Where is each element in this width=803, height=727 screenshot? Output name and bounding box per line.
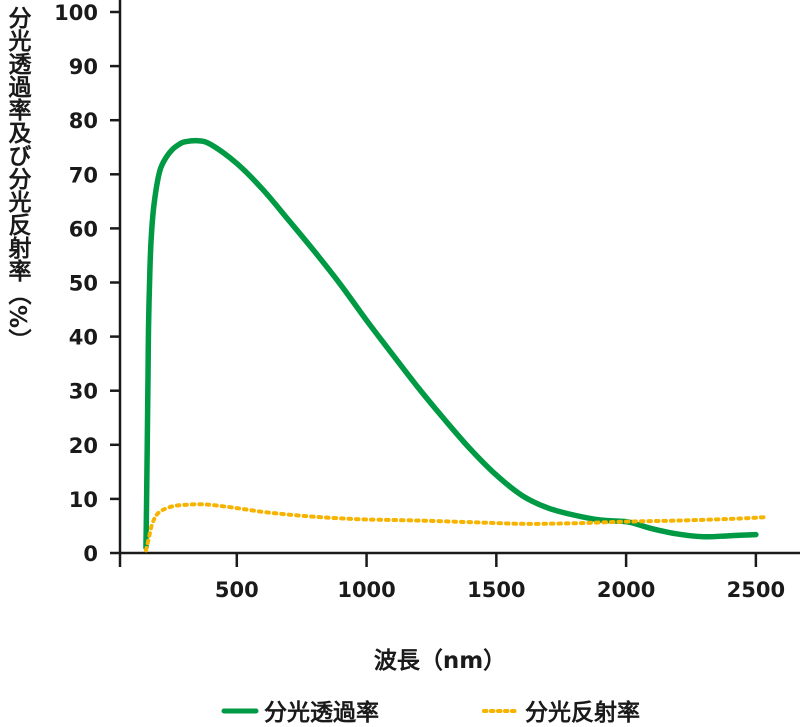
legend-item-reflectance: 分光反射率	[482, 699, 640, 726]
y-tick-label: 90	[69, 55, 98, 79]
series-layer	[143, 137, 766, 553]
legend: 分光透過率 分光反射率	[221, 699, 640, 726]
y-tick-label: 100	[54, 1, 98, 25]
y-tick-label: 40	[69, 326, 98, 350]
x-tick-label: 1000	[337, 578, 395, 602]
x-tick-label: 2000	[597, 578, 655, 602]
x-tick-label: 500	[215, 578, 259, 602]
legend-item-transmittance: 分光透過率	[221, 699, 379, 726]
y-tick-label: 50	[69, 272, 98, 296]
legend-label-reflectance: 分光反射率	[525, 699, 640, 726]
y-axis-title: 分光透過率及び分光反射率（%）	[4, 6, 33, 351]
y-tick-label: 10	[69, 488, 98, 512]
y-tick-label: 70	[69, 163, 98, 187]
y-axis-ticks: 0 10 20 30 40 50 60 70 80 90 100	[54, 1, 120, 566]
y-tick-label: 30	[69, 380, 98, 404]
plot-area: 0 10 20 30 40 50 60 70 80 90 100 500 1000 1500 2000 25…	[54, 0, 800, 602]
legend-label-transmittance: 分光透過率	[264, 699, 379, 726]
x-tick-label: 2500	[727, 578, 785, 602]
series-line-transmittance	[143, 137, 759, 551]
x-axis-title: 波長（nm）	[374, 647, 506, 674]
series-line-reflectance	[143, 502, 766, 553]
y-tick-label: 20	[69, 434, 98, 458]
y-tick-label: 80	[69, 109, 98, 133]
y-tick-label: 60	[69, 217, 98, 241]
x-tick-label: 1500	[467, 578, 525, 602]
x-axis-ticks: 500 1000 1500 2000 2500	[118, 553, 785, 602]
y-tick-label: 0	[83, 542, 98, 566]
